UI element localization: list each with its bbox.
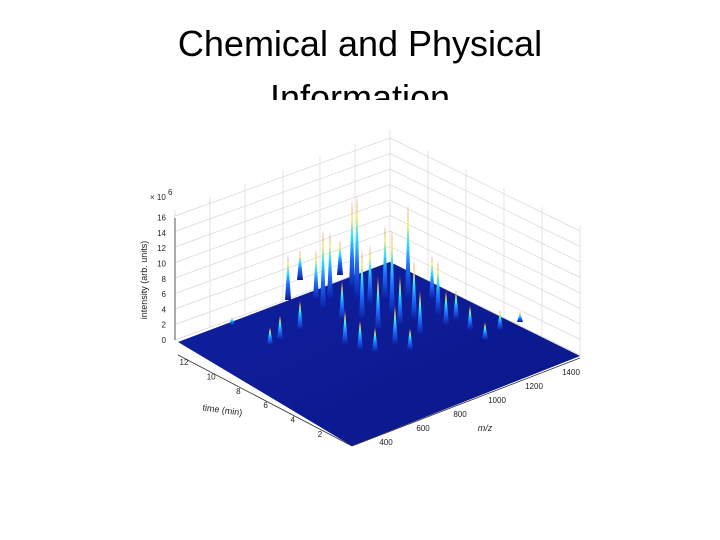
peaks xyxy=(229,195,523,352)
peak xyxy=(467,305,473,330)
peak xyxy=(411,260,417,320)
time-tick-label: 12 xyxy=(180,358,189,367)
peak xyxy=(320,230,326,310)
grid-rows xyxy=(174,137,581,356)
peak xyxy=(339,280,345,320)
grid-row xyxy=(174,184,581,278)
figure: × 10 6 intensity (arb. units) time (min)… xyxy=(95,100,630,485)
peak xyxy=(229,317,235,325)
time-axis-line xyxy=(177,354,353,447)
peak xyxy=(357,320,363,350)
z-multiplier: × 10 xyxy=(150,193,166,202)
mz-axis-label: m/z xyxy=(478,423,493,433)
peak xyxy=(354,195,360,300)
grid-row xyxy=(174,199,581,294)
grid-row xyxy=(174,137,581,232)
z-axis-label: intensity (arb. units) xyxy=(139,241,149,320)
z-tick-label: 2 xyxy=(162,321,167,330)
peak xyxy=(359,250,365,320)
peak xyxy=(405,205,411,300)
grid-row xyxy=(174,230,581,325)
grid-row xyxy=(174,168,581,263)
z-tick-label: 14 xyxy=(157,229,166,238)
mz-tick-label: 1000 xyxy=(488,396,506,405)
peak xyxy=(435,260,441,315)
peak xyxy=(392,305,398,345)
mz-tick-label: 800 xyxy=(453,410,467,419)
z-tick-label: 16 xyxy=(157,214,166,223)
peak xyxy=(389,230,395,315)
z-tick-label: 10 xyxy=(157,260,166,269)
peak xyxy=(497,310,503,330)
mz-tick-label: 1200 xyxy=(525,382,543,391)
time-tick-label: 10 xyxy=(207,372,216,381)
peak xyxy=(367,245,373,305)
mz-tick-label: 400 xyxy=(379,438,393,447)
grid-row xyxy=(174,246,581,340)
peak xyxy=(372,327,378,352)
peak xyxy=(417,290,423,335)
z-tick-label: 6 xyxy=(162,290,167,299)
surface-plane xyxy=(178,262,580,446)
peak xyxy=(297,250,303,280)
peak xyxy=(453,290,459,320)
z-tick-label: 12 xyxy=(157,244,166,253)
time-tick-label: 4 xyxy=(291,416,296,425)
z-tick-label: 8 xyxy=(162,275,167,284)
peak xyxy=(349,200,355,290)
peak xyxy=(327,232,333,300)
z-tick-label: 0 xyxy=(162,336,167,345)
mz-tick-label: 600 xyxy=(416,424,430,433)
peak xyxy=(407,328,413,350)
peak xyxy=(285,255,291,300)
grid-row xyxy=(174,215,581,309)
z-tick-label: 4 xyxy=(162,305,167,314)
time-tick-label: 6 xyxy=(263,401,268,410)
peak xyxy=(313,250,319,300)
time-tick-label: 8 xyxy=(236,387,241,396)
peak xyxy=(342,310,348,345)
peak xyxy=(517,312,523,322)
z-exponent: 6 xyxy=(168,188,173,197)
peak xyxy=(337,240,343,275)
peak xyxy=(482,322,488,340)
grid-row xyxy=(174,153,581,247)
peak xyxy=(382,225,388,300)
peak xyxy=(397,275,403,325)
peak xyxy=(277,315,283,340)
time-tick-label: 2 xyxy=(318,430,323,439)
peak xyxy=(429,255,435,300)
peak xyxy=(267,327,273,345)
mz-axis-line xyxy=(351,357,581,447)
peak xyxy=(297,300,303,330)
peak xyxy=(443,290,449,325)
peak xyxy=(375,275,381,330)
mz-tick-label: 1400 xyxy=(562,368,580,377)
slide-title: Chemical and Physical xyxy=(178,23,542,64)
